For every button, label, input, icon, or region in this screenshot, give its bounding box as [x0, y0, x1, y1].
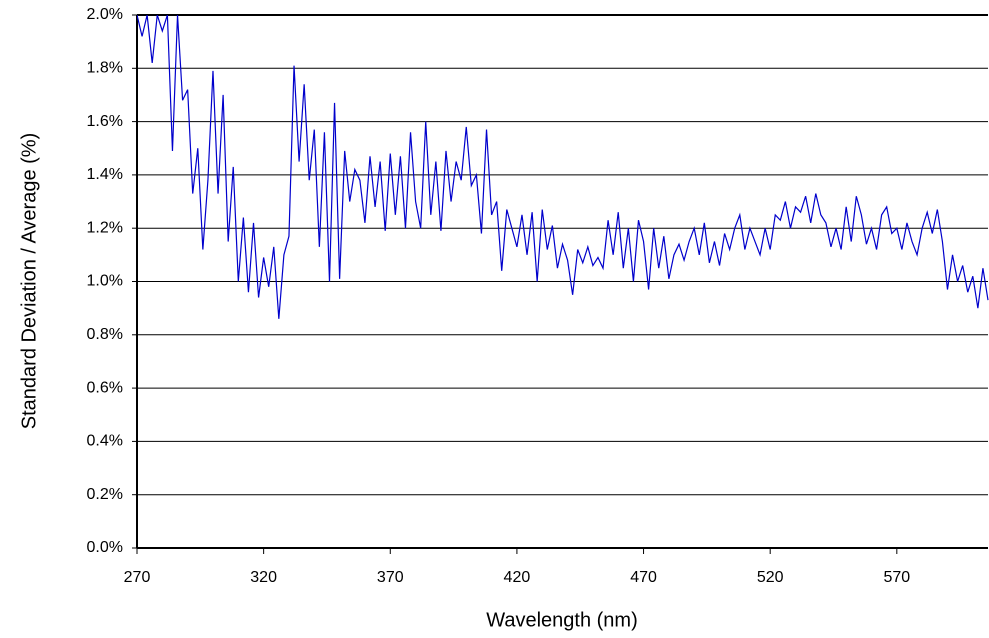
y-tick-label: 0.2% [87, 486, 123, 503]
y-tick-label: 0.4% [87, 433, 123, 450]
data-line [137, 15, 989, 319]
x-tick-label: 270 [124, 569, 151, 586]
x-axis-title: Wavelength (nm) [486, 609, 638, 631]
y-tick-label: 1.2% [87, 219, 123, 236]
y-tick-label: 1.0% [87, 273, 123, 290]
y-tick-label: 0.8% [87, 326, 123, 343]
y-axis-title: Standard Deviation / Average (%) [18, 133, 40, 429]
x-tick-label: 420 [504, 569, 531, 586]
x-tick-label: 320 [250, 569, 277, 586]
x-tick-label: 470 [630, 569, 657, 586]
x-tick-label: 570 [883, 569, 910, 586]
y-tick-label: 2.0% [87, 6, 123, 23]
y-tick-label: 0.0% [87, 539, 123, 556]
x-tick-label: 520 [757, 569, 784, 586]
y-tick-label: 1.4% [87, 166, 123, 183]
y-tick-label: 0.6% [87, 379, 123, 396]
y-tick-label: 1.8% [87, 60, 123, 77]
y-tick-label: 1.6% [87, 113, 123, 130]
x-tick-label: 370 [377, 569, 404, 586]
